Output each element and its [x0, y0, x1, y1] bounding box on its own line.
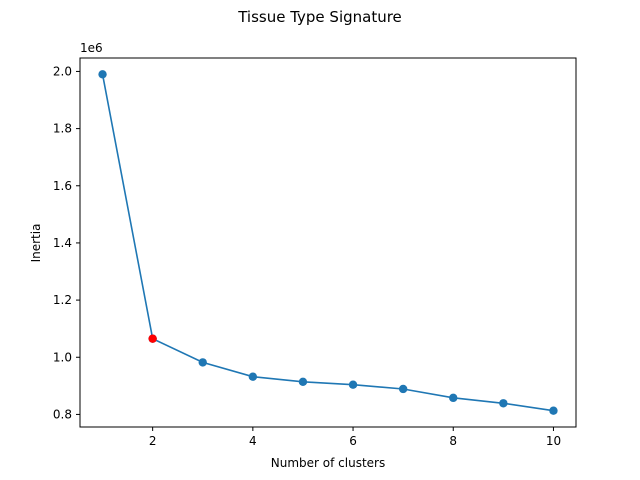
y-offset-label: 1e6 [80, 41, 103, 55]
y-tick-label: 1.4 [53, 236, 72, 250]
series-line [101, 74, 554, 412]
y-axis-label: Inertia [29, 224, 43, 263]
elbow-point-marker [148, 334, 157, 343]
y-tick-label: 1.6 [53, 179, 72, 193]
data-point [398, 384, 408, 394]
series-layer [98, 70, 558, 415]
data-point [98, 70, 107, 79]
data-point [198, 358, 207, 367]
y-tick-label: 2.0 [53, 64, 72, 78]
x-tick-label: 10 [546, 434, 561, 448]
x-axis-label: Number of clusters [271, 456, 385, 470]
x-tick-label: 6 [349, 434, 357, 448]
x-tick-label: 4 [249, 434, 257, 448]
y-tick-label: 1.8 [53, 122, 72, 136]
data-point [298, 377, 308, 387]
x-axis: 2 4 6 8 10 [149, 427, 561, 448]
data-point [549, 406, 558, 415]
y-tick-label: 1.2 [53, 293, 72, 307]
data-point [248, 372, 258, 381]
y-tick-label: 0.8 [53, 407, 72, 421]
x-tick-label: 8 [449, 434, 457, 448]
data-point [449, 393, 458, 403]
chart-title: Tissue Type Signature [237, 8, 402, 26]
data-point [499, 399, 508, 408]
data-point [348, 380, 358, 389]
y-tick-label: 1.0 [53, 350, 72, 364]
x-tick-label: 2 [149, 434, 157, 448]
y-axis: 0.8 1.0 1.2 1.4 1.6 1.8 2.0 [53, 64, 80, 421]
